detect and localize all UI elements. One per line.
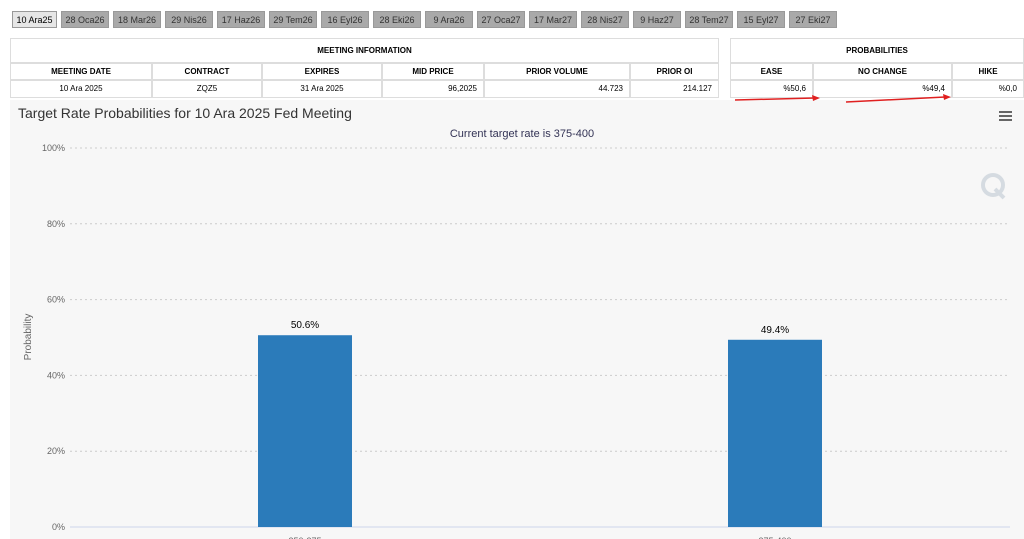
tab[interactable]: 17 Haz26 [217,11,265,28]
chart: Target Rate Probabilities for 10 Ara 202… [10,100,1024,539]
table-title: MEETING INFORMATION [10,38,719,63]
annotation-arrows [734,94,951,103]
chart-subtitle: Current target rate is 375-400 [450,128,594,140]
column-header: PRIOR OI [630,63,719,80]
tab[interactable]: 27 Oca27 [477,11,525,28]
tab[interactable]: 27 Eki27 [789,11,837,28]
tab[interactable]: 17 Mar27 [529,11,577,28]
table-cell: 214.127 [630,80,719,98]
logo [981,173,1006,200]
chart-background [10,100,1024,539]
arrow [734,97,816,101]
table-cell: ZQZ5 [152,80,262,98]
tab[interactable]: 10 Ara25 [12,11,57,28]
x-tick-label: 350-375 [288,536,321,539]
menu-button[interactable] [999,111,1012,121]
arrow-head [812,95,820,101]
tab[interactable]: 28 Eki26 [373,11,421,28]
tab[interactable]: 29 Nis26 [165,11,213,28]
table-cell: %50,6 [730,80,813,98]
tab[interactable]: 15 Eyl27 [737,11,785,28]
bar [258,335,352,527]
tab[interactable]: 9 Haz27 [633,11,681,28]
data-label: 49.4% [761,325,789,336]
column-header: MEETING DATE [10,63,152,80]
data-label: 50.6% [291,320,319,331]
tab[interactable]: 28 Nis27 [581,11,629,28]
logo-tail [993,187,1006,200]
tab[interactable]: 29 Tem26 [269,11,317,28]
arrow-head [943,94,951,100]
table-cell: 10 Ara 2025 [10,80,152,98]
logo-ring [981,173,1005,197]
y-tick-label: 100% [42,143,65,153]
y-tick-label: 40% [47,370,65,380]
y-tick-label: 0% [52,522,65,532]
bar [728,339,822,527]
column-header: HIKE [952,63,1024,80]
column-header: EXPIRES [262,63,382,80]
table-cell: 31 Ara 2025 [262,80,382,98]
tab[interactable]: 18 Mar26 [113,11,161,28]
table-title: PROBABILITIES [730,38,1024,63]
tab[interactable]: 28 Tem27 [685,11,733,28]
x-tick-label: 375-400 [758,536,791,539]
y-tick-label: 80% [47,219,65,229]
y-tick-label: 20% [47,446,65,456]
chart-title: Target Rate Probabilities for 10 Ara 202… [18,105,352,121]
tab[interactable]: 28 Oca26 [61,11,109,28]
y-tick-label: 60% [47,295,65,305]
menu-bar [999,115,1012,117]
y-axis-label: Probability [23,314,34,361]
arrow [845,96,946,103]
tab[interactable]: 9 Ara26 [425,11,473,28]
column-header: MID PRICE [382,63,484,80]
menu-bar [999,119,1012,121]
table-cell: 96,2025 [382,80,484,98]
table-cell: 44.723 [484,80,630,98]
column-header: PRIOR VOLUME [484,63,630,80]
table-cell: %49,4 [813,80,952,98]
menu-bar [999,111,1012,113]
tab[interactable]: 16 Eyl26 [321,11,369,28]
column-header: EASE [730,63,813,80]
column-header: CONTRACT [152,63,262,80]
column-header: NO CHANGE [813,63,952,80]
